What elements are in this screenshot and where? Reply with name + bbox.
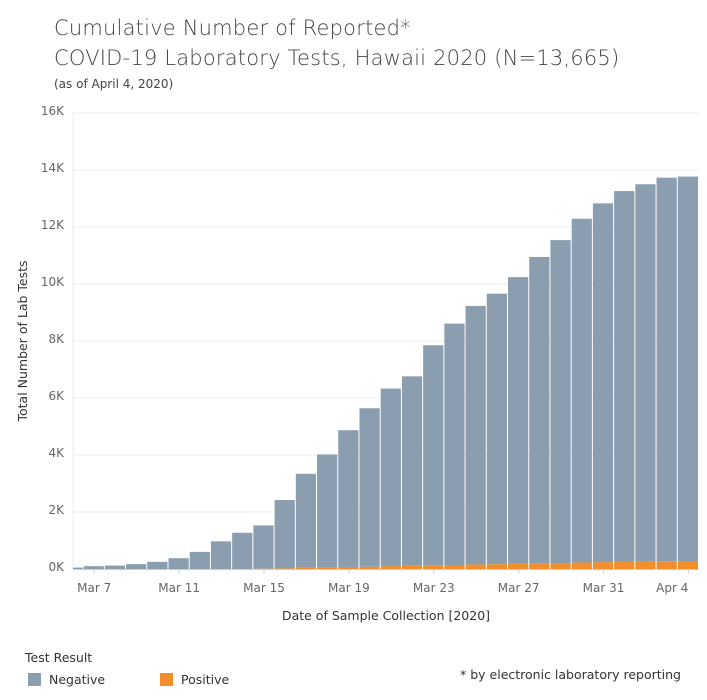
legend-item-positive[interactable]: Positive — [160, 672, 229, 687]
x-tick-label: Mar 11 — [158, 581, 200, 595]
y-tick-label: 10K — [41, 275, 65, 289]
bar-positive[interactable] — [486, 564, 508, 569]
chart-title-line2: COVID-19 Laboratory Tests, Hawaii 2020 (… — [54, 46, 620, 70]
bar-negative[interactable] — [253, 525, 274, 569]
bar-positive[interactable] — [571, 562, 592, 569]
bar-negative[interactable] — [380, 388, 401, 567]
bar-negative[interactable] — [571, 218, 592, 563]
bar-negative[interactable] — [359, 408, 380, 567]
bar-negative[interactable] — [677, 176, 698, 562]
bar-positive[interactable] — [359, 566, 380, 569]
bar-positive[interactable] — [274, 568, 295, 569]
y-tick-label: 14K — [41, 161, 65, 175]
bar-negative[interactable] — [168, 558, 189, 569]
bar-negative[interactable] — [423, 345, 444, 566]
bar-negative[interactable] — [635, 184, 656, 562]
bar-negative[interactable] — [614, 191, 635, 562]
y-axis-label: Total Number of Lab Tests — [15, 260, 30, 422]
bar-positive[interactable] — [677, 561, 698, 569]
bar-positive[interactable] — [656, 561, 677, 569]
bar-negative[interactable] — [338, 430, 359, 568]
legend-swatch-negative — [28, 673, 41, 686]
chart-title-line1: Cumulative Number of Reported* — [54, 16, 411, 40]
legend-label-negative: Negative — [49, 672, 106, 687]
bar-positive[interactable] — [465, 564, 486, 569]
bar-positive[interactable] — [508, 563, 529, 569]
x-tick-label: Mar 19 — [328, 581, 370, 595]
bar-negative[interactable] — [529, 256, 550, 564]
bar-negative[interactable] — [550, 240, 571, 564]
bar-negative[interactable] — [232, 532, 253, 569]
legend-item-negative[interactable]: Negative — [28, 672, 105, 687]
y-tick-label: 4K — [48, 446, 65, 460]
y-tick-label: 16K — [41, 104, 65, 118]
x-axis-label: Date of Sample Collection [2020] — [282, 608, 490, 623]
y-tick-label: 6K — [48, 389, 65, 403]
bar-positive[interactable] — [317, 567, 338, 569]
bar-negative[interactable] — [104, 565, 126, 569]
bar-positive[interactable] — [444, 565, 465, 569]
bar-chart: 0K 2K 4K 6K 8K 10K 12K 14K 16K Mar 7 Mar 11 Mar 15… — [15, 104, 699, 623]
bar-positive[interactable] — [380, 566, 401, 569]
bar-negative[interactable] — [274, 500, 295, 569]
y-tick-label: 0K — [48, 560, 65, 574]
bar-positive[interactable] — [423, 565, 444, 569]
bar-negative[interactable] — [73, 567, 83, 569]
bar-positive[interactable] — [401, 565, 423, 569]
bar-negative[interactable] — [508, 277, 529, 564]
bars-group — [73, 176, 698, 569]
x-tick-label: Mar 15 — [243, 581, 285, 595]
x-tick-label: Mar 27 — [498, 581, 540, 595]
bar-negative[interactable] — [317, 454, 338, 568]
bar-negative[interactable] — [210, 541, 232, 569]
bar-negative[interactable] — [401, 376, 423, 566]
y-tick-label: 12K — [41, 218, 65, 232]
bar-negative[interactable] — [592, 203, 614, 563]
bar-negative[interactable] — [486, 293, 508, 565]
bar-positive[interactable] — [338, 567, 359, 569]
bar-positive[interactable] — [614, 561, 635, 569]
bar-positive[interactable] — [295, 567, 317, 569]
bar-negative[interactable] — [656, 177, 677, 562]
y-tick-label: 8K — [48, 332, 65, 346]
bar-negative[interactable] — [147, 561, 168, 569]
chart-subtitle: (as of April 4, 2020) — [54, 77, 174, 91]
bar-negative[interactable] — [126, 564, 147, 569]
x-tick-label: Mar 7 — [77, 581, 111, 595]
y-axis-ticks: 0K 2K 4K 6K 8K 10K 12K 14K 16K — [41, 104, 65, 574]
bar-positive[interactable] — [529, 563, 550, 569]
x-tick-label: Apr 4 — [656, 581, 688, 595]
footnote: * by electronic laboratory reporting — [460, 667, 681, 682]
legend-title: Test Result — [25, 650, 93, 665]
bar-negative[interactable] — [295, 473, 317, 568]
bar-negative[interactable] — [189, 551, 210, 569]
bar-positive[interactable] — [635, 561, 656, 569]
x-axis-ticks: Mar 7 Mar 11 Mar 15 Mar 19 Mar 23 Mar 27 Mar 3… — [77, 569, 689, 595]
bar-positive[interactable] — [550, 563, 571, 569]
x-tick-label: Mar 23 — [413, 581, 455, 595]
bar-positive[interactable] — [592, 562, 614, 569]
bar-negative[interactable] — [444, 323, 465, 566]
bar-negative[interactable] — [83, 566, 104, 569]
y-tick-label: 2K — [48, 503, 65, 517]
x-tick-label: Mar 31 — [583, 581, 625, 595]
legend-label-positive: Positive — [181, 672, 230, 687]
legend-swatch-positive — [160, 673, 173, 686]
bar-negative[interactable] — [465, 305, 486, 565]
